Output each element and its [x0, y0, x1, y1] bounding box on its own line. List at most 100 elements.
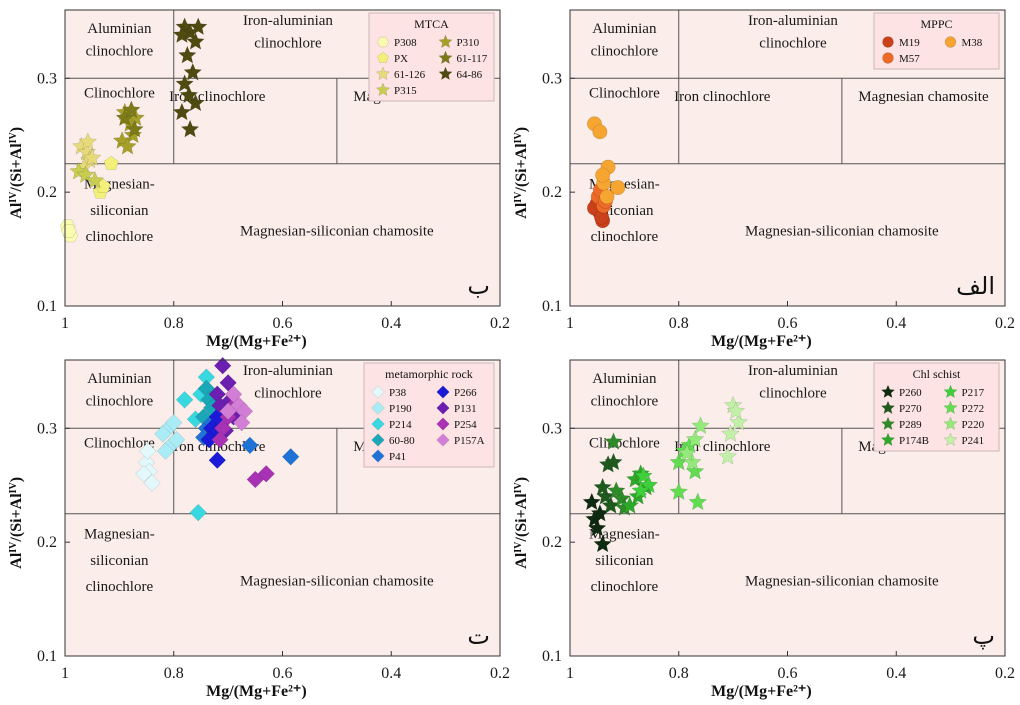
legend-entry-px: PX: [394, 53, 408, 65]
data-point-p157a: [224, 385, 243, 403]
legend-marker-p41: [371, 449, 385, 463]
series-p214: [175, 368, 216, 522]
y-tick-label: 0.1: [37, 648, 57, 665]
data-point-p270: [604, 452, 623, 471]
data-point-p220: [691, 416, 710, 435]
data-point-p41: [281, 448, 300, 466]
data-point-61-126: [82, 148, 102, 166]
data-point-p157a: [219, 402, 237, 420]
data-point-p190: [156, 442, 175, 460]
x-tick-label: 0.4: [886, 315, 906, 332]
field-label-aluminian-clinochlore: clinochlore: [86, 44, 154, 60]
data-point-61-117: [115, 108, 135, 127]
field-label-aluminian-clinochlore: Aluminian: [87, 21, 152, 37]
panel-letter: ب: [467, 272, 490, 300]
chart-panel-4: Aluminian clinochlore Iron-aluminian clinoc…: [513, 359, 1015, 700]
legend-entry-p214: P214: [389, 419, 412, 431]
data-point-p131: [219, 374, 237, 392]
legend-entry-p131: P131: [454, 403, 477, 415]
legend-entry-p217: P217: [962, 387, 985, 399]
x-tick-label: 0.2: [490, 315, 510, 332]
legend-title: MTCA: [414, 17, 449, 31]
field-label-aluminian-clinochlore: Aluminian: [87, 371, 152, 387]
y-tick-label: 0.3: [37, 420, 57, 437]
legend-marker-60-80: [371, 433, 385, 447]
legend-marker-p190: [371, 401, 385, 415]
data-point-64-86: [179, 85, 199, 104]
y-axis-label-part: ): [8, 477, 25, 482]
y-axis-label-part: ): [8, 127, 25, 132]
x-axis-label: Mg/(Mg+Fe²⁺): [711, 333, 812, 350]
data-point-m38: [599, 189, 615, 205]
series-p308: [59, 219, 79, 243]
series-61-126: [71, 132, 102, 176]
field-label-iron-aluminian-clinochlore: clinochlore: [759, 36, 827, 52]
field-label-magnesian-siliconian-chamosite: Magnesian-siliconian chamosite: [745, 223, 939, 239]
field-label-iron-aluminian-clinochlore: clinochlore: [254, 386, 322, 402]
legend-entry-61-126: 61-126: [394, 69, 426, 81]
field-label-magnesian-siliconian-clinochlore: clinochlore: [86, 579, 154, 595]
x-tick-label: 1: [61, 665, 69, 682]
y-tick-label: 0.2: [542, 534, 562, 551]
field-label-clinochlore: Clinochlore: [84, 86, 155, 102]
y-tick-label: 0.2: [37, 184, 57, 201]
panel-letter: الف: [956, 272, 995, 300]
series-p217: [631, 466, 659, 499]
data-point-p260: [593, 534, 613, 553]
data-point-p272: [669, 482, 689, 501]
data-point-p241: [718, 446, 738, 465]
field-label-magnesian-siliconian-clinochlore: clinochlore: [591, 579, 659, 595]
legend-box: [368, 12, 495, 102]
data-point-p41: [241, 436, 259, 455]
data-point-p241: [729, 412, 748, 431]
x-tick-label: 0.8: [164, 665, 184, 682]
legend-marker-p308: [377, 36, 389, 48]
x-tick-label: 0.6: [778, 315, 798, 332]
field-label-aluminian-clinochlore: clinochlore: [86, 394, 154, 410]
legend-marker-p260: [880, 384, 896, 399]
legend: MTCA P308 PX 61-126 P315 P310 61-117 64-86: [368, 12, 495, 102]
x-axis-label: Mg/(Mg+Fe²⁺): [206, 683, 307, 700]
legend-marker-61-117: [438, 50, 453, 65]
legend-title: MPPC: [920, 17, 952, 31]
legend-entry-p41: P41: [389, 451, 406, 463]
panel-letter: پ: [972, 622, 995, 650]
y-axis-label-part: Al: [513, 202, 530, 219]
x-tick-label: 0.6: [273, 665, 293, 682]
y-tick-label: 0.1: [37, 298, 57, 315]
y-tick-label: 0.2: [37, 534, 57, 551]
legend: Chl schist P260 P270 P289 P174B P217 P272 P220 P…: [873, 362, 1000, 452]
legend-entry-p174b: P174B: [899, 435, 929, 447]
data-point-p266: [208, 451, 227, 469]
y-axis-label: AlIV/(Si+AlIV): [8, 127, 26, 219]
series-p220: [677, 416, 710, 471]
data-point-p38: [143, 474, 161, 492]
y-tick-label: 0.2: [542, 184, 562, 201]
legend-entry-p157a: P157A: [454, 435, 485, 447]
series-p266: [200, 408, 227, 469]
series-p315: [69, 161, 105, 189]
field-label-aluminian-clinochlore: Aluminian: [592, 371, 657, 387]
field-label-iron-aluminian-clinochlore: clinochlore: [759, 386, 827, 402]
data-point-m38: [592, 124, 608, 140]
series-p190: [154, 413, 186, 460]
field-label-aluminian-clinochlore: Aluminian: [592, 21, 657, 37]
legend-marker-p174b: [880, 432, 896, 447]
field-label-iron-aluminian-clinochlore: Iron-aluminian: [748, 363, 838, 379]
legend-marker-p217: [943, 384, 958, 399]
panel-letter: ت: [467, 622, 490, 650]
legend-entry-p241: P241: [962, 435, 985, 447]
data-point-p214: [175, 391, 194, 409]
series-m38: [586, 116, 626, 205]
series-px: [92, 155, 119, 199]
data-point-64-86: [172, 25, 192, 44]
legend-marker-p266: [436, 385, 450, 399]
field-label-magnesian-siliconian-clinochlore: siliconian: [90, 553, 149, 569]
legend-title: metamorphic rock: [385, 367, 473, 381]
data-point-p289: [604, 432, 623, 450]
data-point-p157a: [232, 413, 251, 432]
legend-entry-m57: M57: [899, 53, 920, 65]
field-label-magnesian-siliconian-clinochlore: Magnesian-: [84, 527, 155, 543]
x-tick-label: 0.8: [669, 315, 689, 332]
legend-entry-p254: P254: [454, 419, 477, 431]
